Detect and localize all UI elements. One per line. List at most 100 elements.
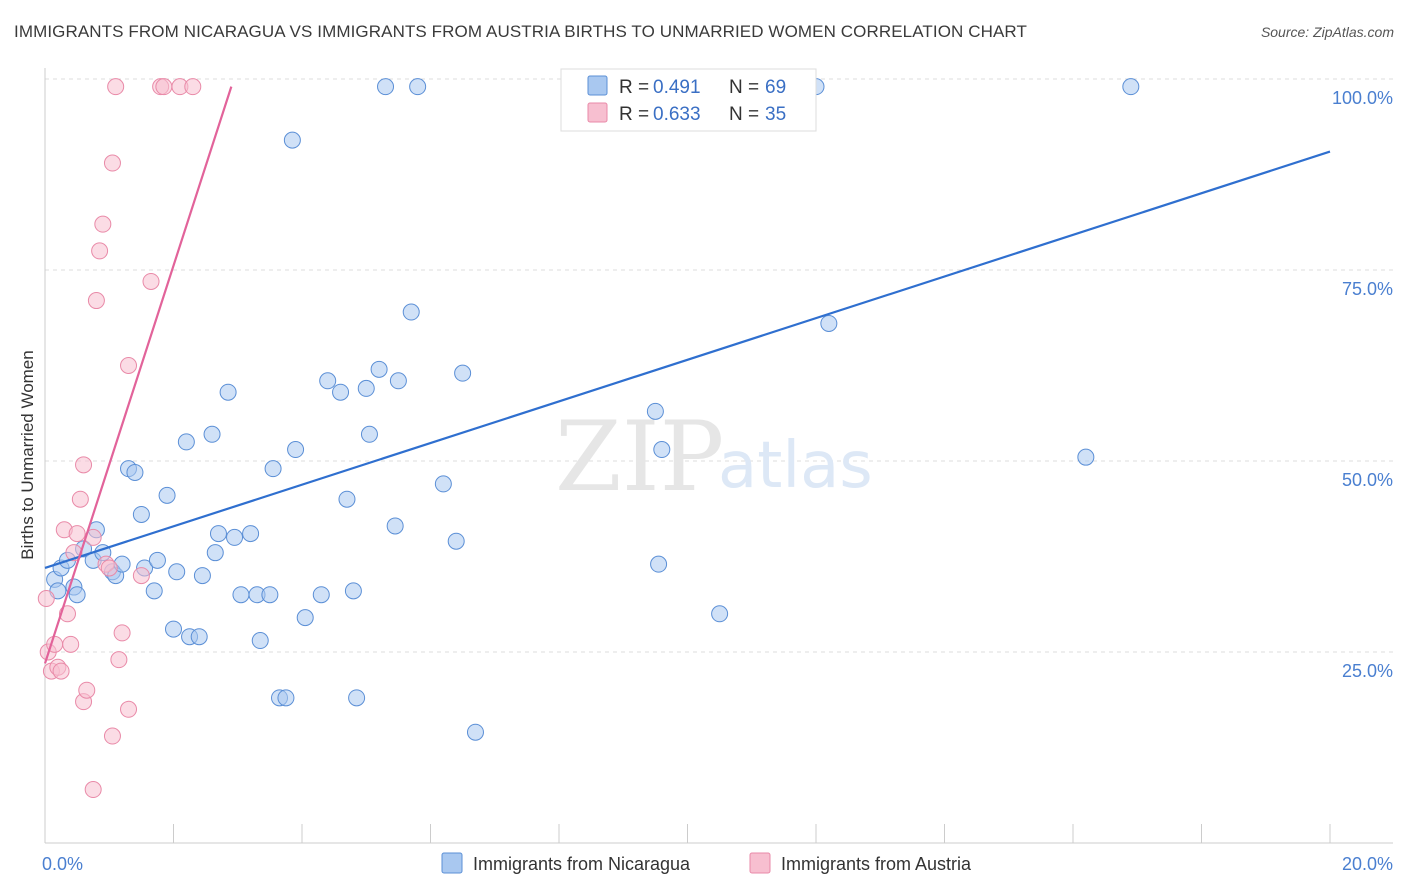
- legend-r-label-0: R =: [619, 77, 649, 98]
- austria-point-8: [62, 635, 80, 653]
- nicaragua-point-38: [277, 689, 295, 707]
- nicaragua-point-66: [820, 314, 838, 332]
- nicaragua-point-22: [177, 433, 195, 451]
- chart-title: IMMIGRANTS FROM NICARAGUA VS IMMIGRANTS …: [14, 22, 1027, 41]
- nicaragua-point-55: [409, 78, 427, 96]
- trend-lines: [43, 86, 1331, 664]
- legend-n-value-1: 35: [765, 104, 786, 125]
- bottom-legend: Immigrants from Nicaragua Immigrants fro…: [441, 852, 972, 874]
- nicaragua-point-35: [261, 586, 279, 604]
- x-tick-label-0: 0.0%: [42, 854, 83, 874]
- nicaragua-point-48: [357, 379, 375, 397]
- nicaragua-point-60: [646, 402, 664, 420]
- nicaragua-point-5: [68, 586, 86, 604]
- y-tick-label-100: 100.0%: [1332, 88, 1393, 108]
- legend-swatch-nicaragua: [587, 75, 608, 96]
- nicaragua-point-51: [377, 78, 395, 96]
- austria-point-18: [91, 242, 109, 260]
- source-label: Source: ZipAtlas.com: [1260, 24, 1394, 40]
- nicaragua-point-14: [126, 463, 144, 481]
- austria-point-34: [100, 559, 118, 577]
- legend-swatch-austria: [587, 102, 608, 123]
- austria-point-0: [37, 590, 55, 608]
- legend-r-value-0: 0.491: [653, 77, 701, 98]
- legend-n-label-1: N =: [729, 104, 759, 125]
- austria-point-5: [52, 662, 70, 680]
- legend-n-value-0: 69: [765, 77, 786, 98]
- austria-point-27: [120, 700, 138, 718]
- austria-point-12: [75, 456, 93, 474]
- nicaragua-point-63: [711, 605, 729, 623]
- austria-point-14: [78, 681, 96, 699]
- nicaragua-point-29: [219, 383, 237, 401]
- austria-point-11: [71, 490, 89, 508]
- y-tick-labels: 25.0% 50.0% 75.0% 100.0%: [1332, 88, 1393, 681]
- nicaragua-point-61: [653, 441, 671, 459]
- nicaragua-point-68: [1122, 78, 1140, 96]
- nicaragua-point-30: [226, 528, 244, 546]
- nicaragua-point-56: [434, 475, 452, 493]
- bottom-legend-swatch-austria: [749, 852, 771, 874]
- y-tick-label-25: 25.0%: [1342, 661, 1393, 681]
- nicaragua-point-53: [389, 372, 407, 390]
- nicaragua-point-42: [312, 586, 330, 604]
- series-austria-points: [37, 78, 202, 799]
- legend-n-label-0: N =: [729, 77, 759, 98]
- nicaragua-point-59: [466, 723, 484, 741]
- nicaragua-point-28: [209, 525, 227, 543]
- legend-r-value-1: 0.633: [653, 104, 701, 125]
- austria-point-29: [142, 272, 160, 290]
- axes: [44, 68, 1393, 844]
- y-tick-label-75: 75.0%: [1342, 279, 1393, 299]
- austria-point-16: [84, 781, 102, 799]
- nicaragua-point-15: [132, 505, 150, 523]
- bottom-legend-label-nicaragua: Immigrants from Nicaragua: [473, 854, 691, 874]
- nicaragua-point-57: [447, 532, 465, 550]
- nicaragua-point-45: [338, 490, 356, 508]
- nicaragua-point-49: [360, 425, 378, 443]
- nicaragua-point-47: [348, 689, 366, 707]
- watermark: ZIP atlas: [555, 401, 873, 513]
- nicaragua-point-27: [206, 544, 224, 562]
- nicaragua-point-19: [158, 486, 176, 504]
- bottom-legend-swatch-nicaragua: [441, 852, 463, 874]
- austria-point-21: [103, 727, 121, 745]
- y-axis-title: Births to Unmarried Women: [18, 350, 37, 559]
- legend-box: R = 0.491 N = 69 R = 0.633 N = 35: [560, 68, 817, 132]
- nicaragua-point-54: [402, 303, 420, 321]
- nicaragua-point-36: [264, 460, 282, 478]
- austria-point-26: [120, 357, 138, 374]
- legend-r-label-1: R =: [619, 104, 649, 125]
- austria-trend-line: [43, 86, 233, 664]
- austria-point-28: [132, 567, 150, 585]
- nicaragua-point-44: [332, 383, 350, 401]
- nicaragua-point-46: [344, 582, 362, 600]
- austria-point-10: [68, 525, 86, 543]
- watermark-zip: ZIP: [555, 401, 724, 513]
- nicaragua-point-32: [242, 525, 260, 543]
- nicaragua-point-58: [454, 364, 472, 382]
- nicaragua-point-20: [165, 620, 182, 638]
- austria-point-24: [110, 651, 128, 669]
- nicaragua-point-34: [251, 632, 269, 650]
- nicaragua-point-26: [203, 425, 221, 443]
- nicaragua-point-40: [287, 441, 305, 459]
- nicaragua-point-24: [190, 628, 208, 646]
- x-tick-label-20: 20.0%: [1342, 854, 1393, 874]
- nicaragua-trend-line: [44, 150, 1331, 570]
- nicaragua-point-18: [148, 551, 166, 569]
- bottom-legend-label-austria: Immigrants from Austria: [781, 854, 972, 874]
- austria-point-17: [87, 292, 105, 310]
- nicaragua-point-62: [650, 555, 668, 573]
- nicaragua-point-41: [296, 609, 314, 627]
- nicaragua-point-67: [1077, 448, 1095, 466]
- austria-point-22: [103, 154, 121, 172]
- x-tick-labels: 0.0% 20.0%: [42, 854, 1393, 874]
- austria-point-19: [94, 215, 112, 233]
- grid-lines: [45, 78, 1393, 653]
- austria-point-23: [107, 78, 125, 96]
- nicaragua-point-21: [168, 563, 186, 581]
- nicaragua-point-43: [319, 372, 337, 390]
- austria-point-25: [113, 624, 131, 642]
